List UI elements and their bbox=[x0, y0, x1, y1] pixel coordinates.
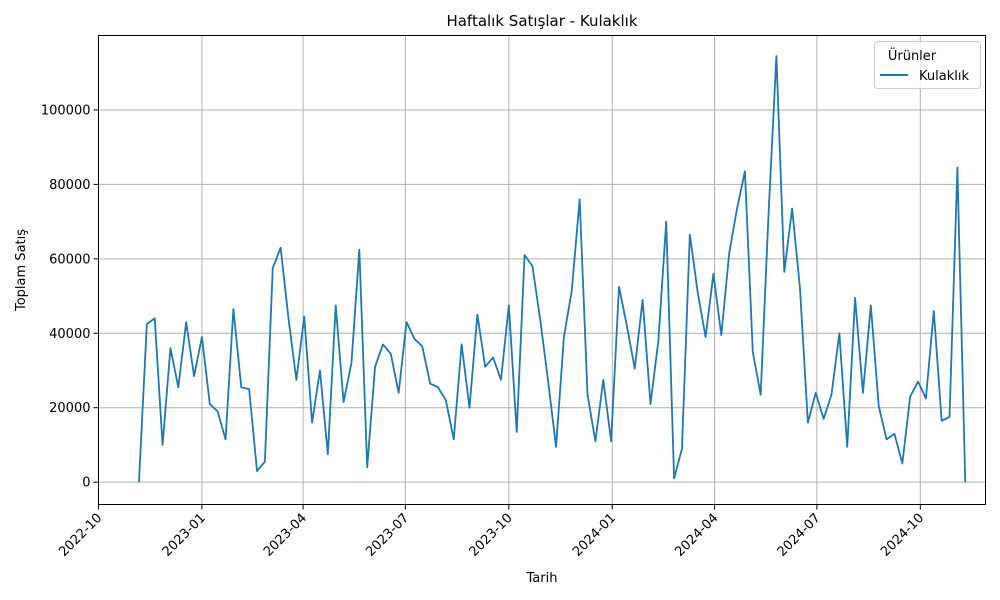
legend: Ürünler Kulaklık bbox=[874, 41, 981, 89]
legend-title: Ürünler bbox=[888, 47, 937, 64]
y-tick-label: 0 bbox=[82, 476, 90, 491]
y-axis-title: Toplam Satış bbox=[14, 229, 29, 312]
chart-title: Haftalık Satışlar - Kulaklık bbox=[446, 12, 637, 30]
grid bbox=[98, 35, 986, 505]
legend-label-kulaklik: Kulaklık bbox=[919, 69, 969, 84]
series-line-kulaklik bbox=[138, 55, 967, 483]
legend-box bbox=[874, 41, 981, 89]
y-tick-label: 60000 bbox=[49, 252, 90, 267]
y-tick-label: 20000 bbox=[49, 401, 90, 416]
x-axis-title: Tarih bbox=[526, 571, 558, 586]
y-axis-ticks: 0 20000 40000 60000 80000 100000 bbox=[41, 103, 99, 491]
y-tick-label: 100000 bbox=[41, 103, 91, 118]
y-tick-label: 80000 bbox=[49, 178, 90, 193]
series-layer bbox=[138, 55, 967, 483]
y-tick-label: 40000 bbox=[49, 327, 90, 342]
plot-frame bbox=[98, 35, 986, 505]
